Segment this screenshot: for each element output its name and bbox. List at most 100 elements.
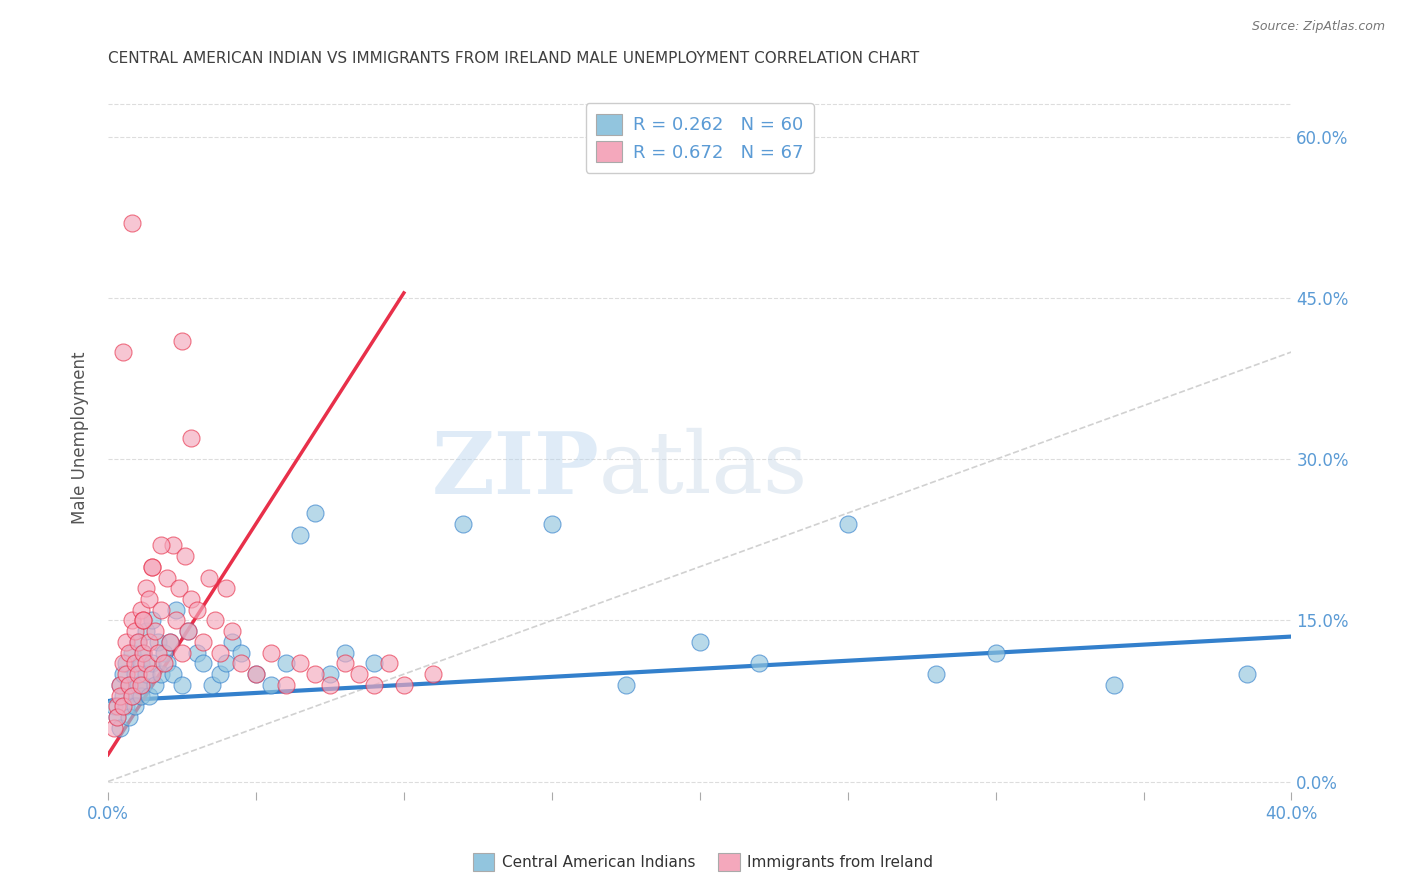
Point	[150, 538, 173, 552]
Point	[274, 657, 297, 671]
Point	[153, 657, 176, 671]
Point	[114, 635, 136, 649]
Point	[150, 603, 173, 617]
Point	[108, 678, 131, 692]
Point	[186, 646, 208, 660]
Point	[148, 635, 170, 649]
Point	[111, 689, 134, 703]
Point	[170, 334, 193, 349]
Point	[177, 624, 200, 639]
Point	[135, 624, 157, 639]
Point	[260, 646, 283, 660]
Point	[132, 614, 155, 628]
Point	[114, 699, 136, 714]
Point	[197, 570, 219, 584]
Point	[245, 667, 267, 681]
Point	[333, 657, 356, 671]
Point	[349, 667, 371, 681]
Text: ZIP: ZIP	[432, 428, 599, 512]
Point	[159, 635, 181, 649]
Point	[141, 614, 163, 628]
Point	[748, 657, 770, 671]
Point	[129, 603, 152, 617]
Point	[108, 678, 131, 692]
Point	[319, 667, 342, 681]
Point	[105, 699, 128, 714]
Point	[108, 721, 131, 735]
Point	[162, 538, 184, 552]
Point	[121, 614, 143, 628]
Point	[422, 667, 444, 681]
Point	[135, 581, 157, 595]
Point	[103, 721, 125, 735]
Point	[614, 678, 637, 692]
Point	[114, 657, 136, 671]
Point	[118, 678, 141, 692]
Point	[141, 657, 163, 671]
Point	[118, 646, 141, 660]
Point	[138, 635, 160, 649]
Point	[1102, 678, 1125, 692]
Text: atlas: atlas	[599, 428, 808, 511]
Point	[215, 657, 238, 671]
Point	[111, 657, 134, 671]
Point	[290, 657, 312, 671]
Point	[121, 689, 143, 703]
Point	[138, 689, 160, 703]
Point	[245, 667, 267, 681]
Point	[150, 667, 173, 681]
Point	[129, 657, 152, 671]
Point	[127, 635, 149, 649]
Point	[215, 581, 238, 595]
Point	[111, 345, 134, 359]
Point	[191, 657, 214, 671]
Point	[167, 581, 190, 595]
Point	[132, 646, 155, 660]
Point	[108, 689, 131, 703]
Point	[103, 699, 125, 714]
Point	[132, 614, 155, 628]
Point	[153, 646, 176, 660]
Y-axis label: Male Unemployment: Male Unemployment	[72, 351, 89, 524]
Point	[105, 710, 128, 724]
Point	[111, 667, 134, 681]
Point	[105, 710, 128, 724]
Point	[114, 667, 136, 681]
Point	[148, 646, 170, 660]
Point	[124, 657, 146, 671]
Point	[274, 678, 297, 692]
Text: Source: ZipAtlas.com: Source: ZipAtlas.com	[1251, 20, 1385, 33]
Point	[129, 689, 152, 703]
Text: CENTRAL AMERICAN INDIAN VS IMMIGRANTS FROM IRELAND MALE UNEMPLOYMENT CORRELATION: CENTRAL AMERICAN INDIAN VS IMMIGRANTS FR…	[108, 51, 920, 66]
Point	[191, 635, 214, 649]
Legend: Central American Indians, Immigrants from Ireland: Central American Indians, Immigrants fro…	[467, 847, 939, 877]
Point	[186, 603, 208, 617]
Point	[290, 527, 312, 541]
Point	[129, 678, 152, 692]
Point	[124, 667, 146, 681]
Point	[304, 506, 326, 520]
Point	[127, 678, 149, 692]
Point	[221, 624, 243, 639]
Point	[378, 657, 401, 671]
Point	[170, 678, 193, 692]
Point	[174, 549, 197, 563]
Point	[135, 667, 157, 681]
Point	[165, 603, 187, 617]
Point	[451, 516, 474, 531]
Point	[231, 657, 253, 671]
Point	[165, 614, 187, 628]
Point	[363, 657, 385, 671]
Point	[121, 216, 143, 230]
Point	[121, 689, 143, 703]
Point	[132, 678, 155, 692]
Point	[135, 657, 157, 671]
Point	[837, 516, 859, 531]
Point	[319, 678, 342, 692]
Point	[111, 699, 134, 714]
Point	[132, 646, 155, 660]
Point	[180, 431, 202, 445]
Point	[143, 678, 166, 692]
Point	[124, 699, 146, 714]
Point	[121, 646, 143, 660]
